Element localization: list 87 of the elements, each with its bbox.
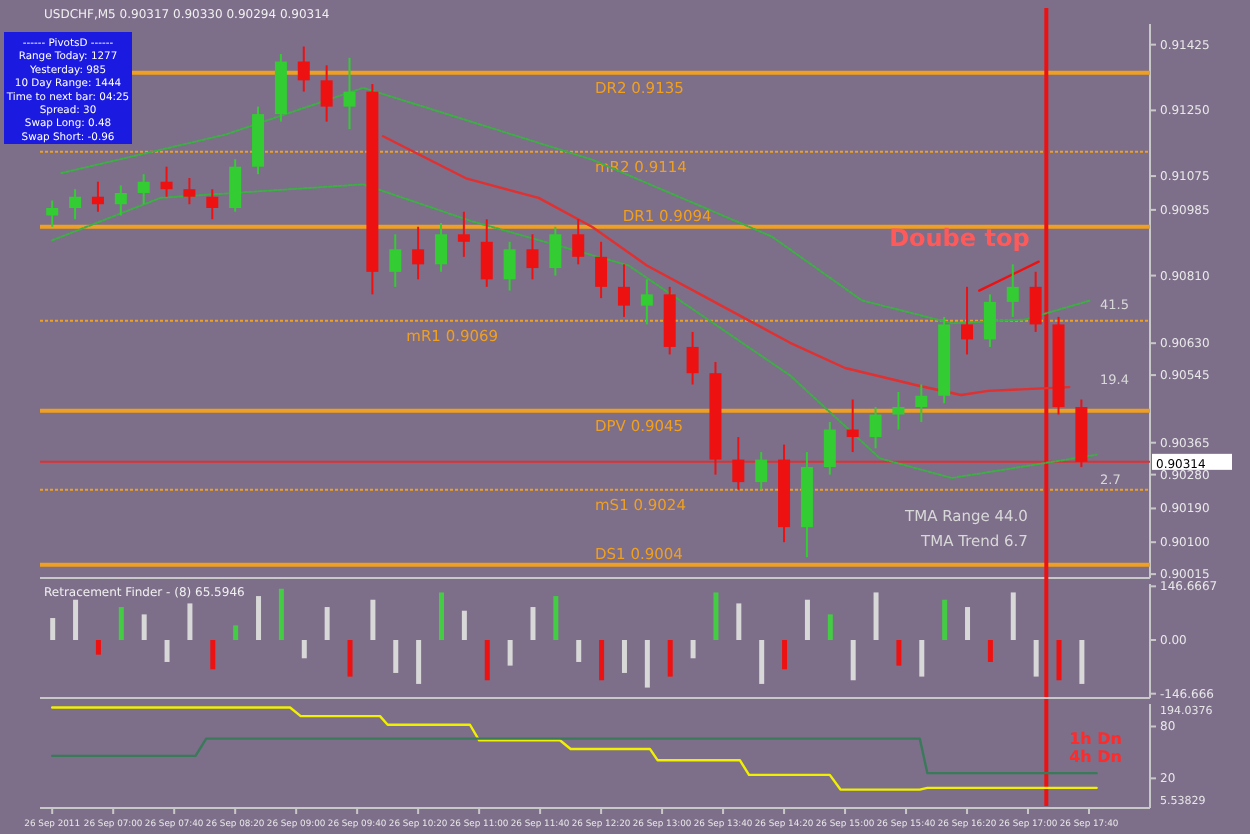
bar: [256, 596, 262, 640]
candlestick: [755, 451, 768, 491]
bar: [942, 599, 948, 640]
bar: [644, 640, 650, 688]
candlestick: [412, 225, 425, 281]
bar: [759, 640, 765, 684]
candlestick: [206, 188, 219, 221]
bar: [987, 640, 993, 662]
bar: [233, 625, 239, 640]
candlestick: [137, 173, 150, 206]
bar: [324, 607, 330, 640]
bar: [827, 614, 833, 640]
candlestick: [457, 210, 470, 258]
candlestick: [1006, 263, 1019, 318]
bar: [621, 640, 627, 673]
bar: [873, 592, 879, 640]
bar: [804, 599, 810, 640]
annotation: 4h Dn: [1069, 748, 1123, 766]
candlestick: [480, 218, 493, 288]
bar: [782, 640, 788, 670]
candlestick: [343, 56, 356, 131]
candlestick: [183, 176, 196, 206]
bar: [187, 603, 193, 640]
bar: [278, 588, 284, 640]
bar: [576, 640, 582, 662]
candlestick: [572, 218, 585, 266]
annotation: 1h Dn: [1069, 730, 1123, 748]
bar: [50, 618, 56, 640]
bar: [347, 640, 353, 677]
bar: [164, 640, 170, 662]
bar: [850, 640, 856, 681]
candlestick: [46, 199, 59, 228]
bar: [1010, 592, 1016, 640]
candlestick: [595, 240, 608, 300]
bar: [210, 640, 216, 670]
bar: [1033, 640, 1039, 677]
candlestick: [160, 165, 173, 198]
candlestick: [503, 240, 516, 292]
candlestick: [961, 285, 974, 356]
bar: [484, 640, 490, 681]
bar: [118, 607, 124, 640]
bar: [690, 640, 696, 659]
bar: [599, 640, 605, 681]
bar: [530, 607, 536, 640]
bar: [736, 603, 742, 640]
candlestick: [869, 406, 882, 450]
bar: [141, 614, 147, 640]
candlestick: [892, 391, 905, 431]
candlestick: [526, 233, 539, 281]
candlestick: [640, 278, 653, 326]
candlestick: [435, 222, 447, 273]
candlestick: [846, 398, 859, 454]
bar: [667, 640, 673, 677]
candlestick: [320, 64, 333, 123]
bar: [919, 640, 925, 677]
line-series: [51, 706, 1098, 791]
bar: [439, 592, 444, 640]
bar: [553, 596, 559, 640]
bar: [73, 599, 79, 640]
bar: [965, 607, 971, 640]
candlestick: [617, 263, 630, 318]
candlestick: [823, 421, 836, 476]
bar: [461, 610, 467, 640]
bar: [95, 640, 101, 655]
bar: [416, 640, 422, 684]
candlestick: [549, 225, 562, 277]
bar: [1056, 640, 1062, 681]
candlestick: [229, 158, 242, 213]
candlestick: [915, 383, 928, 424]
candlestick: [686, 330, 699, 386]
annotation: Doube top: [889, 223, 1031, 252]
candlestick: [114, 184, 127, 217]
candlestick: [91, 180, 104, 213]
candlestick: [297, 45, 310, 93]
bar: [896, 640, 902, 666]
line-series: [381, 135, 1071, 397]
bar: [301, 640, 307, 659]
candlestick: [69, 188, 82, 221]
line-series: [51, 183, 1098, 479]
bar: [507, 640, 513, 666]
candlestick: [983, 293, 996, 348]
bar: [1079, 640, 1085, 684]
bar: [393, 640, 399, 673]
candlestick: [732, 436, 745, 491]
bar: [713, 592, 719, 640]
candlestick: [389, 233, 402, 288]
bar: [370, 599, 376, 640]
